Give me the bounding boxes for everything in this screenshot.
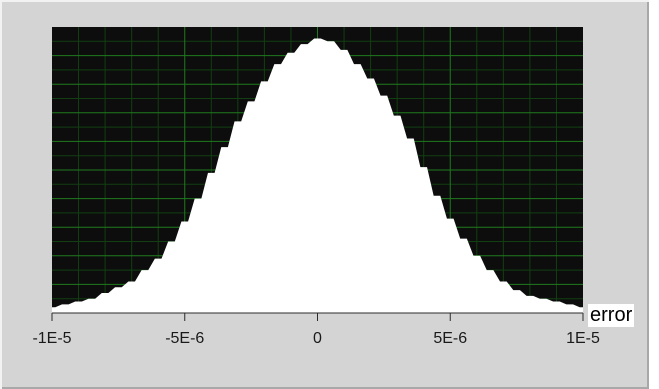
x-axis-label: error (588, 304, 635, 327)
x-tick-label: 0 (313, 330, 322, 347)
x-tick-label: -5E-6 (165, 330, 204, 347)
x-tick-label: -1E-5 (32, 330, 71, 347)
x-tick-label: 5E-6 (433, 330, 467, 347)
x-axis-ticks (51, 313, 584, 321)
histogram-area (52, 38, 583, 313)
x-axis-tick-labels: -1E-5 -5E-6 0 5E-6 1E-5 (32, 330, 600, 347)
x-tick-label: 1E-5 (566, 330, 600, 347)
